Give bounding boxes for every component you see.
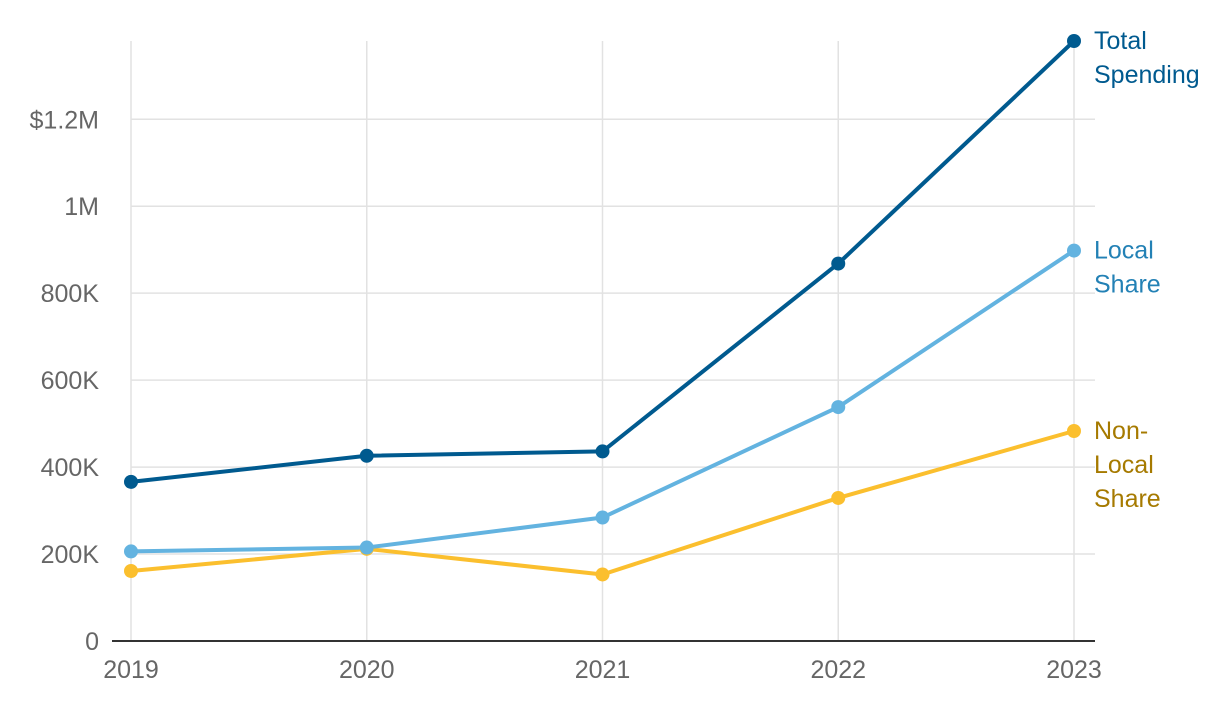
data-point-total-2019: [124, 474, 138, 489]
series-label-nonlocal: Non-Local Share: [1094, 417, 1161, 513]
data-point-local-2019: [124, 544, 138, 559]
axes: 0 200K 400K 600K 800K 1M $1.2M 2019 2020 2021 2022…: [30, 106, 1102, 684]
y-tick-label: 400K: [41, 454, 100, 482]
series: [124, 34, 1081, 582]
x-tick-label: 2019: [103, 656, 159, 684]
x-tick-label: 2021: [575, 656, 631, 684]
y-tick-label: 600K: [41, 367, 100, 395]
data-point-nonlocal-2021: [595, 567, 610, 582]
data-point-total-2023: [1067, 34, 1081, 48]
y-tick-label: 0: [85, 628, 99, 656]
data-point-local-2020: [359, 540, 374, 555]
data-point-total-2021: [595, 444, 610, 459]
series-label-total: Total Spending: [1094, 27, 1200, 89]
data-point-nonlocal-2023: [1067, 424, 1081, 438]
data-point-total-2020: [359, 448, 374, 463]
series-labels: Total Spending Local Share Non-Local Share: [1094, 27, 1200, 513]
y-tick-label: $1.2M: [30, 106, 99, 134]
x-tick-label: 2023: [1046, 656, 1102, 684]
x-tick-label: 2022: [810, 656, 866, 684]
y-tick-label: 800K: [41, 280, 100, 308]
data-point-local-2022: [831, 400, 846, 415]
y-tick-label: 1M: [64, 193, 99, 221]
data-point-nonlocal-2019: [124, 564, 138, 578]
x-tick-label: 2020: [339, 656, 395, 684]
y-tick-label: 200K: [41, 541, 100, 569]
series-label-local: Local Share: [1094, 237, 1161, 299]
data-point-nonlocal-2022: [831, 490, 846, 505]
data-point-local-2021: [595, 510, 610, 525]
data-point-local-2023: [1067, 243, 1081, 258]
data-point-total-2022: [831, 256, 846, 271]
